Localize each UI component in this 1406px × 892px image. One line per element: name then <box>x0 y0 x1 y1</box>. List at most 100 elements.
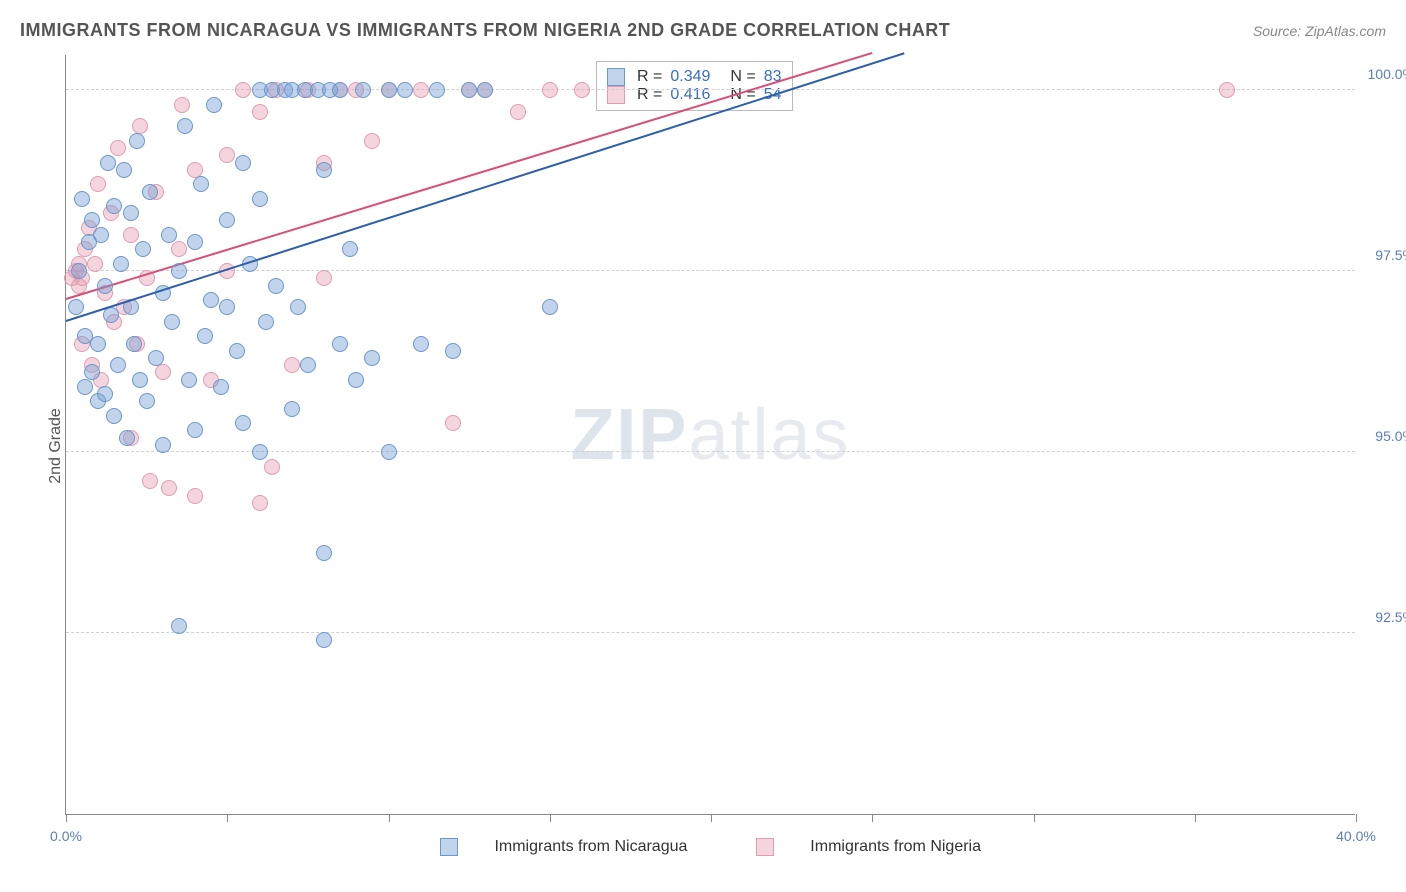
data-point-nicaragua <box>542 299 558 315</box>
data-point-nigeria <box>252 104 268 120</box>
data-point-nigeria <box>123 227 139 243</box>
data-point-nicaragua <box>161 227 177 243</box>
y-tick-label: 95.0% <box>1375 428 1406 444</box>
data-point-nicaragua <box>206 97 222 113</box>
data-point-nicaragua <box>97 386 113 402</box>
data-point-nicaragua <box>142 184 158 200</box>
data-point-nigeria <box>284 357 300 373</box>
data-point-nicaragua <box>477 82 493 98</box>
x-tick <box>550 814 551 822</box>
watermark: ZIPatlas <box>570 394 850 476</box>
legend-item-nicaragua: Immigrants from Nicaragua <box>424 838 708 855</box>
data-point-nigeria <box>219 147 235 163</box>
gridline <box>66 270 1355 271</box>
data-point-nigeria <box>510 104 526 120</box>
data-point-nicaragua <box>413 336 429 352</box>
data-point-nicaragua <box>316 545 332 561</box>
data-point-nicaragua <box>252 444 268 460</box>
data-point-nigeria <box>90 176 106 192</box>
x-tick <box>389 814 390 822</box>
data-point-nigeria <box>413 82 429 98</box>
data-point-nicaragua <box>113 256 129 272</box>
data-point-nicaragua <box>171 618 187 634</box>
data-point-nigeria <box>445 415 461 431</box>
data-point-nicaragua <box>187 234 203 250</box>
legend-item-nigeria: Immigrants from Nigeria <box>740 838 997 855</box>
x-tick <box>1195 814 1196 822</box>
data-point-nicaragua <box>84 364 100 380</box>
data-point-nicaragua <box>381 82 397 98</box>
scatter-chart: ZIPatlas R =0.349N =83R =0.416N =54 Immi… <box>65 55 1355 815</box>
data-point-nicaragua <box>300 357 316 373</box>
data-point-nicaragua <box>71 263 87 279</box>
data-point-nigeria <box>235 82 251 98</box>
data-point-nicaragua <box>68 299 84 315</box>
data-point-nicaragua <box>229 343 245 359</box>
data-point-nicaragua <box>135 241 151 257</box>
data-point-nigeria <box>155 364 171 380</box>
data-point-nigeria <box>364 133 380 149</box>
data-point-nicaragua <box>100 155 116 171</box>
data-point-nicaragua <box>155 437 171 453</box>
data-point-nicaragua <box>348 372 364 388</box>
data-point-nigeria <box>264 459 280 475</box>
data-point-nicaragua <box>90 336 106 352</box>
data-point-nicaragua <box>316 632 332 648</box>
data-point-nigeria <box>171 241 187 257</box>
data-point-nicaragua <box>252 191 268 207</box>
data-point-nicaragua <box>219 212 235 228</box>
x-tick <box>66 814 67 822</box>
data-point-nicaragua <box>164 314 180 330</box>
x-tick <box>711 814 712 822</box>
x-tick <box>1034 814 1035 822</box>
data-point-nicaragua <box>258 314 274 330</box>
data-point-nicaragua <box>235 415 251 431</box>
data-point-nicaragua <box>213 379 229 395</box>
data-point-nicaragua <box>219 299 235 315</box>
data-point-nicaragua <box>116 162 132 178</box>
data-point-nicaragua <box>197 328 213 344</box>
data-point-nigeria <box>174 97 190 113</box>
data-point-nicaragua <box>235 155 251 171</box>
x-tick <box>227 814 228 822</box>
data-point-nicaragua <box>123 205 139 221</box>
data-point-nicaragua <box>364 350 380 366</box>
data-point-nicaragua <box>445 343 461 359</box>
data-point-nicaragua <box>316 162 332 178</box>
data-point-nicaragua <box>342 241 358 257</box>
data-point-nigeria <box>252 495 268 511</box>
swatch-icon <box>607 68 625 86</box>
swatch-icon <box>756 838 774 856</box>
y-tick-label: 92.5% <box>1375 609 1406 625</box>
data-point-nigeria <box>542 82 558 98</box>
y-tick-label: 97.5% <box>1375 247 1406 263</box>
data-point-nicaragua <box>93 227 109 243</box>
data-point-nicaragua <box>119 430 135 446</box>
y-axis-label: 2nd Grade <box>47 408 65 484</box>
source-credit: Source: ZipAtlas.com <box>1253 23 1386 39</box>
data-point-nicaragua <box>268 278 284 294</box>
data-point-nicaragua <box>77 379 93 395</box>
data-point-nigeria <box>1219 82 1235 98</box>
x-tick <box>872 814 873 822</box>
chart-header: IMMIGRANTS FROM NICARAGUA VS IMMIGRANTS … <box>20 20 1386 41</box>
data-point-nicaragua <box>332 336 348 352</box>
data-point-nigeria <box>574 82 590 98</box>
stats-row-nicaragua: R =0.349N =83 <box>607 68 782 86</box>
data-point-nigeria <box>316 270 332 286</box>
data-point-nigeria <box>161 480 177 496</box>
data-point-nicaragua <box>381 444 397 460</box>
data-point-nicaragua <box>461 82 477 98</box>
data-point-nicaragua <box>203 292 219 308</box>
data-point-nicaragua <box>397 82 413 98</box>
data-point-nigeria <box>187 488 203 504</box>
data-point-nicaragua <box>110 357 126 373</box>
data-point-nigeria <box>142 473 158 489</box>
data-point-nicaragua <box>126 336 142 352</box>
data-point-nicaragua <box>187 422 203 438</box>
data-point-nicaragua <box>332 82 348 98</box>
data-point-nicaragua <box>132 372 148 388</box>
data-point-nicaragua <box>97 278 113 294</box>
data-point-nicaragua <box>148 350 164 366</box>
swatch-icon <box>440 838 458 856</box>
